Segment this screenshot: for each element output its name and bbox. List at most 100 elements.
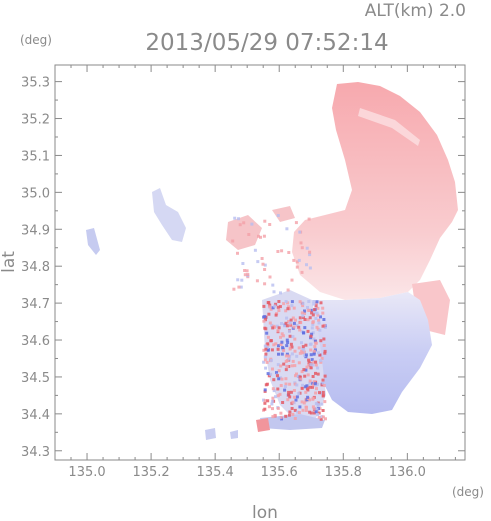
speckle-cell bbox=[301, 383, 305, 387]
speckle-cell bbox=[288, 329, 291, 333]
speckle-cell bbox=[284, 309, 288, 313]
speckle-cell bbox=[277, 369, 281, 373]
speckle-cell bbox=[241, 262, 245, 265]
speckle-cell bbox=[319, 360, 323, 364]
speckle-cell bbox=[271, 396, 275, 400]
speckle-cell bbox=[260, 257, 264, 260]
speckle-cell bbox=[321, 381, 325, 385]
speckle-cell bbox=[323, 400, 327, 404]
speckle-cell bbox=[280, 332, 284, 336]
speckle-cell bbox=[310, 332, 314, 336]
speckle-cell bbox=[322, 384, 326, 387]
speckle-cell bbox=[300, 270, 304, 274]
speckle-cell bbox=[276, 363, 280, 367]
speckle-cell bbox=[274, 313, 278, 317]
speckle-cell bbox=[277, 377, 281, 381]
speckle-cell bbox=[284, 382, 288, 386]
speckle-cell bbox=[287, 305, 291, 309]
speckle-cell bbox=[282, 302, 286, 306]
speckle-cell bbox=[300, 349, 304, 353]
speckle-cell bbox=[307, 217, 311, 221]
speckle-cell bbox=[315, 300, 319, 304]
speckle-cell bbox=[263, 355, 267, 359]
speckle-cell bbox=[302, 368, 306, 372]
speckle-cell bbox=[305, 263, 308, 267]
speckle-cell bbox=[280, 340, 284, 344]
speckle-cell bbox=[312, 380, 316, 384]
speckle-cell bbox=[266, 399, 270, 403]
speckle-cell bbox=[295, 354, 299, 358]
speckle-cell bbox=[268, 303, 272, 307]
speckle-cell bbox=[287, 251, 291, 254]
speckle-cell bbox=[265, 346, 269, 350]
speckle-cell bbox=[268, 305, 272, 309]
speckle-cell bbox=[303, 312, 306, 315]
speckle-cell bbox=[287, 390, 291, 394]
speckle-cell bbox=[276, 394, 280, 398]
speckle-cell bbox=[284, 321, 288, 325]
speckle-cell bbox=[296, 374, 300, 378]
speckle-cell bbox=[300, 246, 304, 250]
speckle-cell bbox=[300, 311, 304, 315]
speckle-cell bbox=[303, 353, 307, 357]
speckle-cell bbox=[285, 227, 289, 231]
speckle-cell bbox=[278, 305, 282, 309]
speckle-cell bbox=[270, 348, 274, 352]
speckle-cell bbox=[275, 371, 278, 375]
speckle-cell bbox=[297, 392, 301, 396]
speckle-cell bbox=[321, 409, 325, 412]
speckle-cell bbox=[236, 278, 240, 282]
speckle-cell bbox=[286, 398, 290, 402]
speckle-cell bbox=[319, 359, 322, 363]
speckle-cell bbox=[305, 246, 309, 250]
speckle-cell bbox=[256, 260, 260, 264]
speckle-cell bbox=[272, 343, 276, 347]
speckle-cell bbox=[300, 400, 304, 404]
speckle-cell bbox=[321, 415, 325, 419]
speckle-cell bbox=[236, 251, 239, 255]
speckle-cell bbox=[290, 364, 294, 368]
speckle-cell bbox=[308, 250, 312, 254]
speckle-cell bbox=[290, 304, 294, 308]
speckle-cell bbox=[263, 268, 267, 271]
speckle-cell bbox=[298, 316, 302, 320]
speckle-cell bbox=[303, 374, 307, 378]
speckle-cell bbox=[308, 316, 312, 320]
speckle-cell bbox=[277, 352, 280, 356]
speckle-cell bbox=[318, 391, 321, 395]
echo-region-west-negative-1 bbox=[86, 228, 100, 255]
speckle-cell bbox=[296, 410, 300, 414]
y-tick-label: 34.9 bbox=[21, 223, 50, 238]
speckle-cell bbox=[302, 331, 305, 335]
speckle-cell bbox=[232, 287, 236, 291]
speckle-cell bbox=[311, 321, 315, 325]
speckle-cell bbox=[288, 382, 292, 386]
x-tick-label: 135.8 bbox=[325, 465, 362, 480]
speckle-cell bbox=[262, 234, 266, 238]
speckle-cell bbox=[276, 387, 280, 391]
speckle-cell bbox=[309, 366, 313, 370]
speckle-cell bbox=[266, 348, 270, 352]
speckle-cell bbox=[291, 359, 295, 363]
speckle-cell bbox=[299, 377, 303, 381]
speckle-cell bbox=[290, 278, 294, 282]
x-tick-label: 135.6 bbox=[261, 465, 298, 480]
speckle-cell bbox=[315, 311, 319, 315]
speckle-cell bbox=[315, 387, 318, 391]
echo-region-south-red bbox=[256, 418, 270, 432]
speckle-cell bbox=[255, 279, 259, 283]
speckle-cell bbox=[312, 337, 316, 341]
speckle-cell bbox=[279, 411, 283, 415]
speckle-cell bbox=[322, 318, 326, 321]
speckle-cell bbox=[309, 308, 313, 312]
speckle-cell bbox=[323, 326, 327, 329]
speckle-cell bbox=[306, 329, 310, 333]
speckle-cell bbox=[292, 325, 296, 329]
speckle-cell bbox=[300, 386, 304, 390]
speckle-cell bbox=[262, 348, 266, 352]
speckle-cell bbox=[253, 248, 257, 252]
speckle-cell bbox=[312, 360, 316, 364]
speckle-cell bbox=[292, 306, 296, 310]
speckle-cell bbox=[321, 324, 325, 328]
speckle-cell bbox=[304, 390, 308, 394]
